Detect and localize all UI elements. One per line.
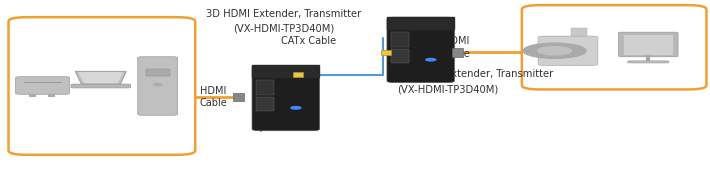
Bar	[233, 93, 244, 101]
FancyBboxPatch shape	[387, 17, 454, 83]
Bar	[29, 94, 36, 97]
Bar	[624, 35, 672, 55]
Polygon shape	[252, 65, 320, 77]
Bar	[391, 49, 410, 63]
Text: (VX-HDMI-TP3D40M): (VX-HDMI-TP3D40M)	[234, 23, 334, 33]
FancyBboxPatch shape	[618, 32, 678, 57]
Circle shape	[153, 83, 162, 86]
Bar	[146, 69, 170, 76]
Circle shape	[291, 107, 301, 109]
Bar	[452, 48, 463, 57]
FancyBboxPatch shape	[252, 65, 320, 131]
FancyBboxPatch shape	[538, 36, 598, 65]
FancyBboxPatch shape	[138, 57, 178, 115]
FancyBboxPatch shape	[628, 61, 669, 63]
Bar	[391, 32, 410, 47]
Circle shape	[155, 84, 160, 85]
Circle shape	[523, 43, 586, 58]
Bar	[256, 80, 275, 95]
Text: CATx Cable: CATx Cable	[281, 36, 337, 46]
Bar	[293, 72, 303, 77]
Circle shape	[426, 58, 436, 61]
Bar	[256, 97, 275, 111]
Polygon shape	[75, 72, 126, 84]
Text: 3D HDMI Extender, Transmitter: 3D HDMI Extender, Transmitter	[398, 69, 553, 79]
Text: HDMI
Cable: HDMI Cable	[442, 36, 471, 58]
Text: (VX-HDMI-TP3D40M): (VX-HDMI-TP3D40M)	[398, 84, 499, 94]
FancyBboxPatch shape	[16, 77, 70, 94]
Bar	[381, 50, 391, 55]
Bar	[48, 94, 55, 97]
Circle shape	[537, 47, 572, 55]
Bar	[571, 28, 587, 36]
Polygon shape	[387, 17, 454, 29]
Text: 3D HDMI Extender, Transmitter: 3D HDMI Extender, Transmitter	[207, 9, 361, 19]
FancyBboxPatch shape	[71, 84, 131, 88]
Polygon shape	[80, 73, 122, 83]
Text: HDMI
Cable: HDMI Cable	[199, 86, 227, 108]
